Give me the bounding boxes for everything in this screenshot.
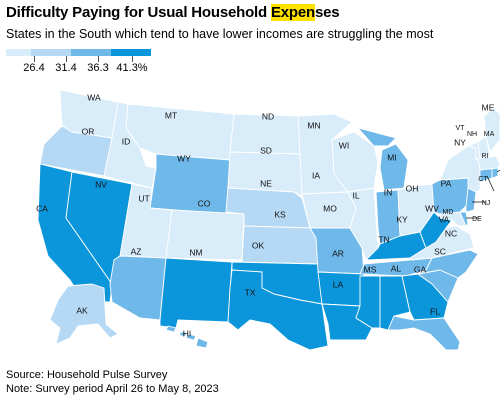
state-label-OK: OK (252, 240, 265, 250)
legend-swatch-2 (31, 49, 71, 56)
legend-label-3: 36.3 (87, 62, 109, 74)
state-label-MD: MD (443, 209, 454, 216)
state-label-IA: IA (312, 170, 320, 180)
state-label-SC: SC (434, 246, 446, 256)
legend-swatch-4 (111, 49, 151, 56)
state-RI (491, 167, 499, 179)
state-WI (331, 131, 379, 193)
state-label-NV: NV (95, 179, 107, 189)
state-label-MT: MT (165, 110, 177, 120)
state-AZ (109, 255, 167, 321)
state-CO (165, 209, 245, 261)
state-IL (347, 187, 379, 261)
chart-title: Difficulty Paying for Usual Household Ex… (6, 4, 340, 21)
survey-note: Note: Survey period April 26 to May 8, 2… (6, 383, 219, 395)
state-label-WY: WY (177, 153, 191, 163)
state-TX (227, 269, 329, 350)
state-label-VT: VT (456, 125, 466, 132)
state-label-NH: NH (467, 131, 477, 138)
color-legend: 26.4 31.4 36.3 41.3% (6, 49, 151, 89)
state-label-WI: WI (339, 140, 349, 150)
state-label-PA: PA (441, 178, 452, 188)
state-label-SD: SD (260, 145, 272, 155)
state-label-UT: UT (138, 193, 149, 203)
state-SD (227, 151, 303, 197)
state-label-ID: ID (122, 136, 131, 146)
state-label-VA: VA (439, 214, 450, 224)
state-label-IL: IL (352, 190, 359, 200)
state-MT (125, 103, 235, 161)
state-AK (49, 283, 119, 345)
title-text: Difficulty Paying for Usual Household (6, 4, 271, 21)
state-VT (467, 141, 481, 161)
title-highlight: Expen (270, 4, 315, 21)
state-label-ND: ND (262, 111, 274, 121)
state-label-AK: AK (76, 305, 88, 315)
state-label-MA: MA (484, 131, 495, 138)
state-label-OH: OH (406, 183, 419, 193)
state-MS (355, 275, 381, 329)
state-label-FL: FL (430, 306, 440, 316)
state-label-HI: HI (183, 328, 192, 338)
state-label-ME: ME (482, 102, 495, 112)
legend-label-4: 41.3% (116, 62, 148, 74)
us-choropleth-map: WA OR CA NV ID MT WY UT CO AZ NM ND SD NE KS OK TX MN IA MO… (36, 89, 500, 350)
state-label-AR: AR (332, 248, 344, 258)
state-label-CO: CO (198, 198, 211, 208)
state-label-NJ: NJ (482, 200, 491, 207)
state-label-KY: KY (396, 214, 408, 224)
legend-swatch-3 (71, 49, 111, 56)
state-label-DE: DE (472, 216, 482, 223)
state-label-CT: CT (478, 176, 488, 183)
state-label-MS: MS (364, 264, 377, 274)
legend-label-1: 26.4 (23, 62, 45, 74)
state-label-NE: NE (260, 178, 272, 188)
state-label-NY: NY (454, 137, 466, 147)
state-label-AL: AL (391, 263, 402, 273)
state-FL (387, 315, 461, 350)
state-label-TN: TN (378, 234, 389, 244)
state-label-TX: TX (245, 287, 256, 297)
leader-lines (466, 169, 500, 219)
state-label-WA: WA (87, 92, 101, 102)
chart-subtitle: States in the South which tend to have l… (6, 27, 434, 41)
state-NM (159, 257, 233, 329)
state-label-KS: KS (274, 209, 286, 219)
state-label-NC: NC (445, 228, 457, 238)
state-label-CA: CA (36, 203, 48, 213)
state-MI (357, 127, 409, 191)
state-label-NM: NM (189, 247, 202, 257)
state-label-OR: OR (82, 126, 95, 136)
state-label-AZ: AZ (131, 246, 142, 256)
state-label-MI: MI (387, 152, 396, 162)
state-label-IN: IN (384, 187, 393, 197)
state-label-RI: RI (482, 153, 489, 160)
state-label-MO: MO (323, 203, 337, 213)
title-text-end: ses (314, 4, 340, 21)
state-WV (419, 211, 453, 249)
state-label-MN: MN (307, 120, 320, 130)
state-MA (477, 155, 500, 171)
legend-label-2: 31.4 (55, 62, 77, 74)
state-HI (165, 325, 209, 349)
state-ME (483, 107, 500, 153)
state-DE (459, 211, 469, 227)
state-label-WV: WV (425, 203, 439, 213)
state-label-GA: GA (414, 264, 427, 274)
legend-swatch-1 (6, 49, 31, 56)
state-label-LA: LA (333, 279, 344, 289)
source-note: Source: Household Pulse Survey (6, 369, 168, 381)
